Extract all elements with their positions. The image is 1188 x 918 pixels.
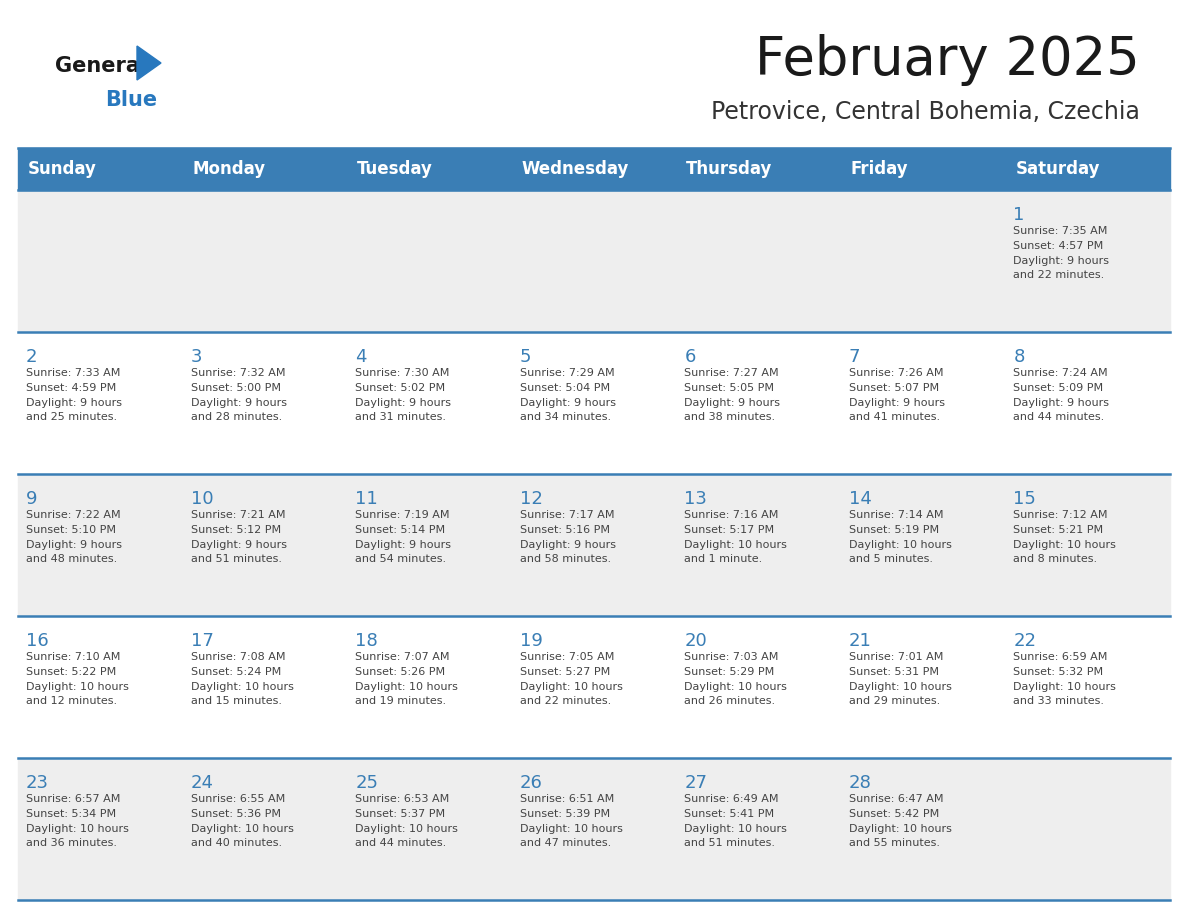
Bar xyxy=(18,758,1170,900)
Text: Sunrise: 7:17 AM
Sunset: 5:16 PM
Daylight: 9 hours
and 58 minutes.: Sunrise: 7:17 AM Sunset: 5:16 PM Dayligh… xyxy=(519,510,615,565)
Text: Sunrise: 7:27 AM
Sunset: 5:05 PM
Daylight: 9 hours
and 38 minutes.: Sunrise: 7:27 AM Sunset: 5:05 PM Dayligh… xyxy=(684,368,781,422)
Text: Sunrise: 7:32 AM
Sunset: 5:00 PM
Daylight: 9 hours
and 28 minutes.: Sunrise: 7:32 AM Sunset: 5:00 PM Dayligh… xyxy=(190,368,286,422)
Text: Sunrise: 6:47 AM
Sunset: 5:42 PM
Daylight: 10 hours
and 55 minutes.: Sunrise: 6:47 AM Sunset: 5:42 PM Dayligh… xyxy=(849,794,952,848)
Text: 28: 28 xyxy=(849,774,872,792)
Text: 14: 14 xyxy=(849,490,872,508)
Text: Sunrise: 6:57 AM
Sunset: 5:34 PM
Daylight: 10 hours
and 36 minutes.: Sunrise: 6:57 AM Sunset: 5:34 PM Dayligh… xyxy=(26,794,128,848)
Text: General: General xyxy=(55,56,147,76)
Text: Tuesday: Tuesday xyxy=(358,160,432,178)
Text: Sunrise: 6:55 AM
Sunset: 5:36 PM
Daylight: 10 hours
and 40 minutes.: Sunrise: 6:55 AM Sunset: 5:36 PM Dayligh… xyxy=(190,794,293,848)
Text: 27: 27 xyxy=(684,774,707,792)
Text: 7: 7 xyxy=(849,348,860,366)
Text: Sunrise: 7:29 AM
Sunset: 5:04 PM
Daylight: 9 hours
and 34 minutes.: Sunrise: 7:29 AM Sunset: 5:04 PM Dayligh… xyxy=(519,368,615,422)
Text: 26: 26 xyxy=(519,774,543,792)
Text: Sunrise: 7:12 AM
Sunset: 5:21 PM
Daylight: 10 hours
and 8 minutes.: Sunrise: 7:12 AM Sunset: 5:21 PM Dayligh… xyxy=(1013,510,1117,565)
Text: 6: 6 xyxy=(684,348,696,366)
Text: 11: 11 xyxy=(355,490,378,508)
Text: 24: 24 xyxy=(190,774,214,792)
Text: 13: 13 xyxy=(684,490,707,508)
Text: Sunrise: 7:16 AM
Sunset: 5:17 PM
Daylight: 10 hours
and 1 minute.: Sunrise: 7:16 AM Sunset: 5:17 PM Dayligh… xyxy=(684,510,788,565)
Text: Sunrise: 7:08 AM
Sunset: 5:24 PM
Daylight: 10 hours
and 15 minutes.: Sunrise: 7:08 AM Sunset: 5:24 PM Dayligh… xyxy=(190,652,293,706)
Text: Friday: Friday xyxy=(851,160,909,178)
Text: Sunrise: 6:53 AM
Sunset: 5:37 PM
Daylight: 10 hours
and 44 minutes.: Sunrise: 6:53 AM Sunset: 5:37 PM Dayligh… xyxy=(355,794,459,848)
Text: Blue: Blue xyxy=(105,90,157,110)
Text: Sunrise: 7:22 AM
Sunset: 5:10 PM
Daylight: 9 hours
and 48 minutes.: Sunrise: 7:22 AM Sunset: 5:10 PM Dayligh… xyxy=(26,510,122,565)
Text: Sunday: Sunday xyxy=(29,160,97,178)
Text: 19: 19 xyxy=(519,632,543,650)
Text: Sunrise: 7:30 AM
Sunset: 5:02 PM
Daylight: 9 hours
and 31 minutes.: Sunrise: 7:30 AM Sunset: 5:02 PM Dayligh… xyxy=(355,368,451,422)
Text: 2: 2 xyxy=(26,348,38,366)
Text: Sunrise: 7:19 AM
Sunset: 5:14 PM
Daylight: 9 hours
and 54 minutes.: Sunrise: 7:19 AM Sunset: 5:14 PM Dayligh… xyxy=(355,510,451,565)
Text: Saturday: Saturday xyxy=(1016,160,1100,178)
Text: 15: 15 xyxy=(1013,490,1036,508)
Text: 5: 5 xyxy=(519,348,531,366)
Text: Sunrise: 6:49 AM
Sunset: 5:41 PM
Daylight: 10 hours
and 51 minutes.: Sunrise: 6:49 AM Sunset: 5:41 PM Dayligh… xyxy=(684,794,788,848)
Text: 3: 3 xyxy=(190,348,202,366)
Text: Sunrise: 6:59 AM
Sunset: 5:32 PM
Daylight: 10 hours
and 33 minutes.: Sunrise: 6:59 AM Sunset: 5:32 PM Dayligh… xyxy=(1013,652,1117,706)
Text: 21: 21 xyxy=(849,632,872,650)
Text: Sunrise: 7:03 AM
Sunset: 5:29 PM
Daylight: 10 hours
and 26 minutes.: Sunrise: 7:03 AM Sunset: 5:29 PM Dayligh… xyxy=(684,652,788,706)
Text: Petrovice, Central Bohemia, Czechia: Petrovice, Central Bohemia, Czechia xyxy=(712,100,1140,124)
Text: 10: 10 xyxy=(190,490,213,508)
Text: Sunrise: 7:01 AM
Sunset: 5:31 PM
Daylight: 10 hours
and 29 minutes.: Sunrise: 7:01 AM Sunset: 5:31 PM Dayligh… xyxy=(849,652,952,706)
Bar xyxy=(18,332,1170,474)
Text: Sunrise: 7:14 AM
Sunset: 5:19 PM
Daylight: 10 hours
and 5 minutes.: Sunrise: 7:14 AM Sunset: 5:19 PM Dayligh… xyxy=(849,510,952,565)
Text: Wednesday: Wednesday xyxy=(522,160,630,178)
Text: 16: 16 xyxy=(26,632,49,650)
Text: Monday: Monday xyxy=(192,160,266,178)
Text: 4: 4 xyxy=(355,348,367,366)
Text: Thursday: Thursday xyxy=(687,160,772,178)
Text: 23: 23 xyxy=(26,774,49,792)
Text: 18: 18 xyxy=(355,632,378,650)
Bar xyxy=(18,148,1170,190)
Text: 22: 22 xyxy=(1013,632,1036,650)
Text: 25: 25 xyxy=(355,774,378,792)
Bar xyxy=(18,616,1170,758)
Text: Sunrise: 6:51 AM
Sunset: 5:39 PM
Daylight: 10 hours
and 47 minutes.: Sunrise: 6:51 AM Sunset: 5:39 PM Dayligh… xyxy=(519,794,623,848)
Text: Sunrise: 7:21 AM
Sunset: 5:12 PM
Daylight: 9 hours
and 51 minutes.: Sunrise: 7:21 AM Sunset: 5:12 PM Dayligh… xyxy=(190,510,286,565)
Text: Sunrise: 7:07 AM
Sunset: 5:26 PM
Daylight: 10 hours
and 19 minutes.: Sunrise: 7:07 AM Sunset: 5:26 PM Dayligh… xyxy=(355,652,459,706)
Text: Sunrise: 7:26 AM
Sunset: 5:07 PM
Daylight: 9 hours
and 41 minutes.: Sunrise: 7:26 AM Sunset: 5:07 PM Dayligh… xyxy=(849,368,944,422)
Text: 12: 12 xyxy=(519,490,543,508)
Text: 20: 20 xyxy=(684,632,707,650)
Polygon shape xyxy=(137,46,162,80)
Text: Sunrise: 7:10 AM
Sunset: 5:22 PM
Daylight: 10 hours
and 12 minutes.: Sunrise: 7:10 AM Sunset: 5:22 PM Dayligh… xyxy=(26,652,128,706)
Text: 8: 8 xyxy=(1013,348,1025,366)
Text: 1: 1 xyxy=(1013,206,1025,224)
Text: Sunrise: 7:35 AM
Sunset: 4:57 PM
Daylight: 9 hours
and 22 minutes.: Sunrise: 7:35 AM Sunset: 4:57 PM Dayligh… xyxy=(1013,226,1110,280)
Text: 9: 9 xyxy=(26,490,38,508)
Text: Sunrise: 7:05 AM
Sunset: 5:27 PM
Daylight: 10 hours
and 22 minutes.: Sunrise: 7:05 AM Sunset: 5:27 PM Dayligh… xyxy=(519,652,623,706)
Bar xyxy=(18,190,1170,332)
Text: 17: 17 xyxy=(190,632,214,650)
Text: Sunrise: 7:24 AM
Sunset: 5:09 PM
Daylight: 9 hours
and 44 minutes.: Sunrise: 7:24 AM Sunset: 5:09 PM Dayligh… xyxy=(1013,368,1110,422)
Text: February 2025: February 2025 xyxy=(756,34,1140,86)
Text: Sunrise: 7:33 AM
Sunset: 4:59 PM
Daylight: 9 hours
and 25 minutes.: Sunrise: 7:33 AM Sunset: 4:59 PM Dayligh… xyxy=(26,368,122,422)
Bar xyxy=(18,474,1170,616)
